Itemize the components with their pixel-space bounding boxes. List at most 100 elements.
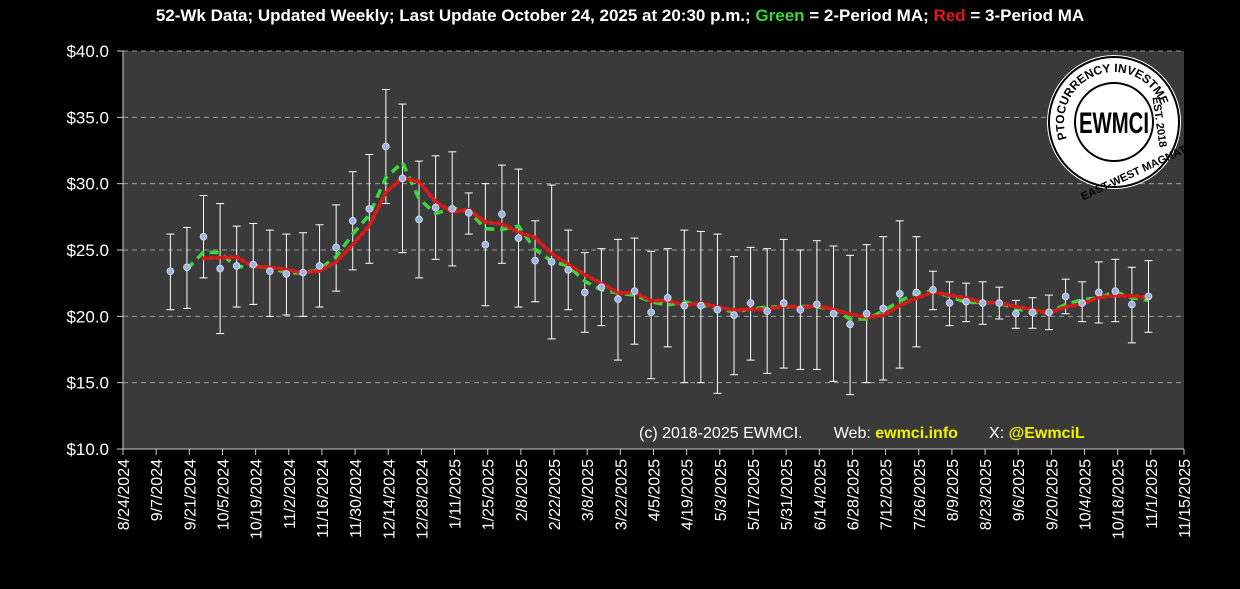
data-point xyxy=(183,263,191,272)
x-tick-label: 9/6/2025 xyxy=(1011,459,1028,521)
x-tick-label: 5/17/2025 xyxy=(746,459,763,530)
x-tick-label: 9/20/2025 xyxy=(1044,459,1061,530)
title-green-rest: = 2-Period MA; xyxy=(804,6,934,25)
data-point xyxy=(166,267,175,276)
y-tick-label: $30.0 xyxy=(66,175,109,194)
x-tick-label: 9/7/2024 xyxy=(149,459,166,521)
x-tick-label: 8/24/2024 xyxy=(116,459,133,530)
data-point xyxy=(663,293,672,302)
x-tick-label: 9/21/2024 xyxy=(182,459,199,530)
web-label: Web: xyxy=(833,425,876,442)
data-point xyxy=(464,209,473,217)
data-point xyxy=(730,311,738,319)
title-prefix: 52-Wk Data; Updated Weekly; Last Update … xyxy=(155,6,756,25)
data-point xyxy=(266,267,274,276)
gridlines xyxy=(123,50,1184,384)
x-tick-label: 2/22/2025 xyxy=(547,459,564,530)
x-tick-label: 6/14/2025 xyxy=(812,459,829,530)
data-point xyxy=(448,205,456,213)
x-tick-label: 4/19/2025 xyxy=(680,459,697,530)
data-point xyxy=(481,240,490,249)
data-point xyxy=(978,299,987,307)
data-point xyxy=(879,304,888,313)
x-tick-label: 5/31/2025 xyxy=(779,459,796,530)
data-point xyxy=(829,309,838,318)
data-point xyxy=(282,270,291,278)
data-point xyxy=(896,289,904,298)
x-tick-label: 1/25/2025 xyxy=(481,459,498,530)
data-point xyxy=(547,258,556,266)
logo-center-text: EWMCI xyxy=(1079,107,1149,140)
x-tick-label: 12/14/2024 xyxy=(381,459,398,539)
credit-line: (c) 2018-2025 EWMCI. Web: ewmci.info X: … xyxy=(639,425,1085,443)
x-tick-label: 11/15/2025 xyxy=(1177,459,1194,538)
x-tick-label: 10/19/2024 xyxy=(249,459,266,539)
x-axis: 8/24/2024 9/7/2024 9/21/2024 10/5/2024 10/19… xyxy=(116,448,1194,539)
x-tick-label: 11/30/2024 xyxy=(348,459,365,538)
data-point xyxy=(498,210,506,218)
data-point xyxy=(680,301,689,310)
y-tick-label: $15.0 xyxy=(66,374,109,393)
x-tick-label: 11/2/2024 xyxy=(282,459,299,529)
data-point xyxy=(348,217,357,225)
title-red-rest: = 3-Period MA xyxy=(965,6,1085,25)
data-point xyxy=(912,288,921,297)
data-point xyxy=(846,320,854,329)
data-point xyxy=(581,288,589,297)
logo-inner-ring-2 xyxy=(1074,82,1154,162)
data-point xyxy=(299,268,307,277)
data-point xyxy=(1045,308,1053,317)
data-point xyxy=(796,305,805,314)
data-point xyxy=(995,299,1004,307)
title-red-word: Red xyxy=(933,6,966,25)
x-tick-label: 7/12/2025 xyxy=(879,459,896,530)
web-link[interactable]: ewmci.info xyxy=(875,425,958,442)
data-point xyxy=(216,264,224,273)
data-point xyxy=(746,299,755,307)
data-point xyxy=(531,256,539,265)
x-tick-label: 12/28/2024 xyxy=(414,459,431,539)
data-markers xyxy=(166,142,1153,329)
logo-outer-circle xyxy=(1047,55,1181,189)
ma3-line xyxy=(201,175,1151,320)
y-tick-label: $10.0 xyxy=(66,440,109,459)
y-tick-label: $35.0 xyxy=(66,108,109,127)
data-point xyxy=(1012,309,1020,318)
data-point xyxy=(382,142,390,151)
data-point xyxy=(647,308,655,317)
x-tick-label: 3/8/2025 xyxy=(580,459,597,521)
y-axis: $10.0 $15.0 $20.0 $25.0 $30.0 $35.0 $40.0 xyxy=(66,42,124,459)
y-tick-label: $40.0 xyxy=(66,42,109,61)
data-point xyxy=(199,232,208,241)
title-green-word: Green xyxy=(755,6,805,25)
data-point xyxy=(249,260,258,269)
data-point xyxy=(779,299,788,307)
data-point xyxy=(630,287,639,295)
logo-inner-ring xyxy=(1048,56,1180,188)
x-tick-label: 5/3/2025 xyxy=(713,459,730,521)
data-point xyxy=(1144,292,1153,301)
x-tick-label: 10/5/2024 xyxy=(215,459,232,530)
data-point xyxy=(415,215,423,224)
y-tick-label: $20.0 xyxy=(66,307,109,326)
data-point xyxy=(597,283,606,291)
data-point xyxy=(713,305,722,314)
data-point xyxy=(398,174,407,183)
data-point xyxy=(697,301,705,310)
data-point xyxy=(929,285,937,294)
data-point xyxy=(945,299,954,307)
data-point xyxy=(365,205,374,213)
x-tick-label: 8/9/2025 xyxy=(945,459,962,521)
x-tick-label: 3/22/2025 xyxy=(613,459,630,530)
x-handle-link[interactable]: @EwmciL xyxy=(1008,425,1085,442)
chart-title: 52-Wk Data; Updated Weekly; Last Update … xyxy=(0,6,1240,26)
data-point xyxy=(1128,300,1136,309)
data-point xyxy=(1078,299,1086,307)
data-point xyxy=(813,300,821,309)
data-point xyxy=(962,297,970,306)
data-point xyxy=(1061,292,1070,301)
x-tick-label: 1/11/2025 xyxy=(448,459,465,529)
data-point xyxy=(1111,287,1120,295)
data-point xyxy=(332,243,340,252)
